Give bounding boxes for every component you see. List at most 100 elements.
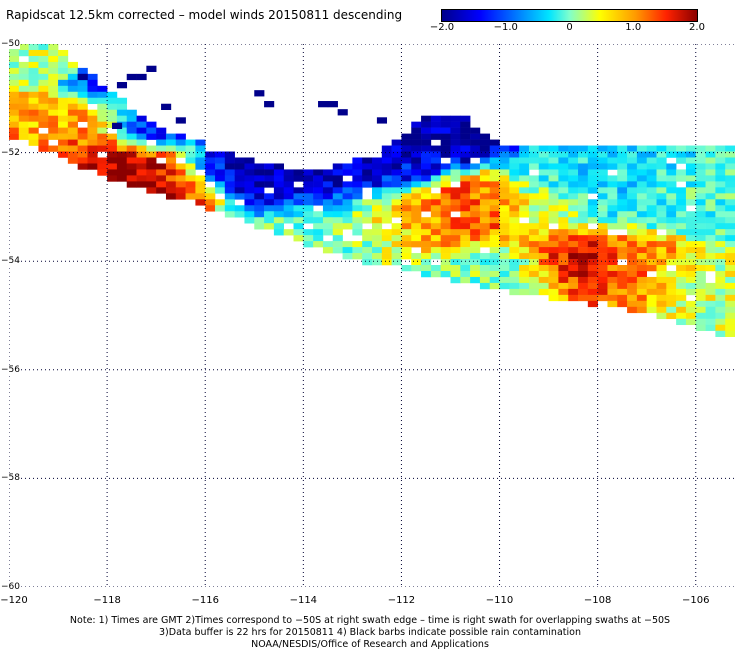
wind-difference-cell [528, 217, 540, 224]
wind-difference-cell [38, 55, 49, 63]
wind-difference-cell [528, 276, 540, 284]
wind-difference-cell [332, 223, 343, 230]
wind-difference-cell [617, 235, 628, 242]
wind-difference-cell [725, 253, 735, 260]
wind-difference-cell [519, 145, 530, 152]
wind-difference-cell [695, 223, 706, 230]
wind-difference-cell [607, 181, 618, 188]
wind-difference-cell [283, 181, 294, 188]
wind-difference-cell [676, 288, 687, 296]
wind-difference-cell [322, 223, 334, 230]
wind-difference-cell [715, 265, 726, 272]
wind-difference-cell [421, 169, 432, 176]
wind-difference-cell [18, 103, 29, 111]
wind-difference-cell [107, 175, 118, 182]
wind-difference-cell [676, 151, 687, 158]
wind-difference-cell [568, 282, 579, 290]
wind-difference-cell [126, 181, 137, 188]
wind-difference-cell [685, 181, 697, 188]
wind-difference-cell [705, 151, 716, 158]
wind-difference-cell [627, 157, 638, 164]
wind-difference-cell [479, 163, 491, 170]
wind-difference-cell [411, 259, 422, 266]
wind-difference-cell [597, 294, 608, 302]
wind-difference-cell [293, 169, 304, 176]
wind-difference-cell [362, 211, 373, 218]
wind-difference-cell [156, 133, 167, 140]
wind-difference-cell [489, 169, 500, 176]
wind-difference-cell [450, 223, 461, 230]
wind-difference-cell [489, 163, 500, 170]
wind-difference-cell [440, 229, 451, 236]
wind-difference-cell [67, 151, 78, 158]
wind-difference-cell [548, 282, 559, 290]
wind-difference-cell [627, 217, 638, 224]
wind-difference-cell [244, 193, 255, 200]
wind-difference-cell [313, 241, 324, 248]
wind-difference-cell [293, 175, 304, 182]
wind-difference-cell [528, 193, 540, 200]
wind-difference-cell [528, 247, 540, 254]
wind-difference-cell [450, 175, 461, 182]
wind-difference-cell [391, 181, 402, 188]
wind-difference-cell [705, 294, 716, 302]
wind-difference-cell [705, 199, 716, 206]
wind-difference-cell [87, 145, 98, 152]
wind-difference-cell [421, 133, 432, 140]
wind-difference-cell [67, 145, 78, 152]
wind-difference-cell [421, 187, 432, 194]
wind-difference-cell [9, 55, 20, 63]
wind-difference-cell [18, 133, 29, 140]
wind-difference-cell [519, 199, 530, 206]
wind-difference-cell [568, 223, 579, 230]
wind-difference-cell [58, 67, 69, 75]
wind-difference-cell [509, 205, 520, 212]
wind-difference-cell [126, 145, 137, 152]
wind-difference-cell [568, 163, 579, 170]
wind-difference-cell [215, 187, 226, 194]
wind-difference-cell [381, 181, 392, 188]
wind-difference-cell [725, 247, 735, 254]
wind-difference-cell [273, 181, 285, 188]
wind-difference-cell [421, 121, 432, 128]
wind-difference-cell [499, 282, 510, 290]
wind-difference-cell [558, 205, 569, 212]
wind-difference-cell [479, 139, 491, 146]
wind-difference-cell [470, 241, 481, 248]
wind-difference-cell [479, 223, 491, 230]
wind-difference-cell [548, 205, 559, 212]
wind-difference-cell [440, 175, 451, 182]
wind-difference-cell [646, 300, 657, 308]
wind-difference-cell [558, 288, 569, 296]
wind-difference-cell [548, 145, 559, 152]
wind-difference-cell [715, 312, 726, 320]
wind-difference-cell [411, 163, 422, 170]
wind-difference-cell [538, 193, 549, 200]
wind-difference-cell [401, 181, 412, 188]
wind-difference-cell [695, 151, 706, 158]
wind-difference-cell [440, 253, 451, 260]
wind-difference-cell [627, 181, 638, 188]
wind-difference-cell [224, 169, 235, 176]
wind-difference-cell [489, 259, 500, 266]
wind-difference-cell [381, 241, 392, 248]
wind-difference-cell [460, 253, 471, 260]
wind-difference-cell [381, 145, 392, 152]
wind-difference-cell [116, 151, 128, 158]
latitude-label: −58 [1, 473, 20, 484]
wind-difference-cell [489, 241, 500, 248]
longitude-label: −108 [583, 595, 612, 606]
wind-difference-cell [725, 312, 735, 320]
wind-difference-cell [685, 276, 697, 284]
wind-difference-cell [450, 247, 461, 254]
wind-difference-cell [460, 115, 471, 122]
wind-difference-cell [460, 175, 471, 182]
wind-difference-cell [322, 193, 334, 200]
wind-difference-cell [322, 199, 334, 206]
wind-difference-cell [48, 115, 59, 122]
wind-difference-cell [244, 181, 255, 188]
wind-difference-cell [322, 241, 334, 248]
wind-difference-cell [264, 217, 275, 224]
wind-difference-cell [460, 133, 471, 140]
wind-difference-cell [558, 175, 569, 182]
